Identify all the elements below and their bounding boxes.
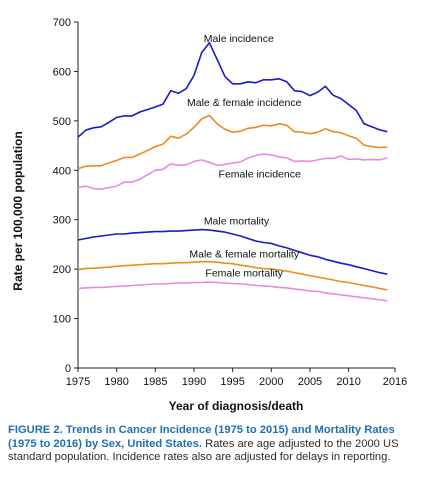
x-tick-label: 1995	[220, 376, 244, 388]
series-line-female-incidence	[77, 153, 388, 190]
x-tick-label: 2000	[259, 376, 283, 388]
x-tick-label: 1990	[182, 376, 206, 388]
x-tick-label: 2016	[383, 376, 407, 388]
series-line-male-female-mortality	[77, 260, 388, 291]
series-label: Female incidence	[219, 169, 301, 181]
x-tick-label: 2005	[298, 376, 322, 388]
figure-caption: FIGURE 2. Trends in Cancer Incidence (19…	[8, 424, 420, 465]
series-layer	[77, 41, 388, 302]
caption-title: Trends in Cancer Incidence (1975 to 2015…	[8, 424, 395, 450]
caption-body: Rates are age adjusted to the 2000 US st…	[8, 437, 399, 464]
y-tick-label: 500	[53, 116, 71, 128]
series-line-male-incidence	[77, 41, 388, 138]
series-label: Male mortality	[204, 216, 270, 228]
x-tick-label: 1985	[143, 376, 167, 388]
series-line-male-female-incidence	[77, 114, 388, 170]
series-label: Female mortality	[205, 268, 283, 280]
line-chart: 0 100 200 300 400 500 600 700 1975 1980 1985 1990 19…	[11, 17, 408, 413]
y-tick-label: 200	[53, 264, 71, 276]
axes: 0 100 200 300 400 500 600 700 1975 1980 1985 1990 19…	[53, 17, 408, 388]
series-label: Male & female mortality	[189, 248, 299, 260]
x-axis-label: Year of diagnosis/death	[169, 399, 304, 413]
x-tick-label: 2010	[336, 376, 360, 388]
series-label: Male incidence	[204, 33, 274, 45]
y-tick-label: 700	[53, 17, 71, 29]
x-tick-label: 1980	[104, 376, 128, 388]
caption-label: FIGURE 2.	[8, 424, 63, 436]
y-tick-label: 100	[53, 314, 71, 326]
y-tick-label: 600	[53, 66, 71, 78]
y-tick-label: 0	[65, 363, 71, 375]
y-tick-label: 300	[53, 215, 71, 227]
annotation-layer: Male incidence Male & female incidence Fem…	[187, 33, 302, 280]
y-tick-label: 400	[53, 165, 71, 177]
series-line-male-mortality	[77, 228, 388, 275]
x-tick-label: 1975	[66, 376, 90, 388]
y-axis-label: Rate per 100,000 population	[11, 131, 25, 290]
series-label: Male & female incidence	[187, 97, 302, 109]
series-line-female-mortality	[77, 281, 388, 302]
